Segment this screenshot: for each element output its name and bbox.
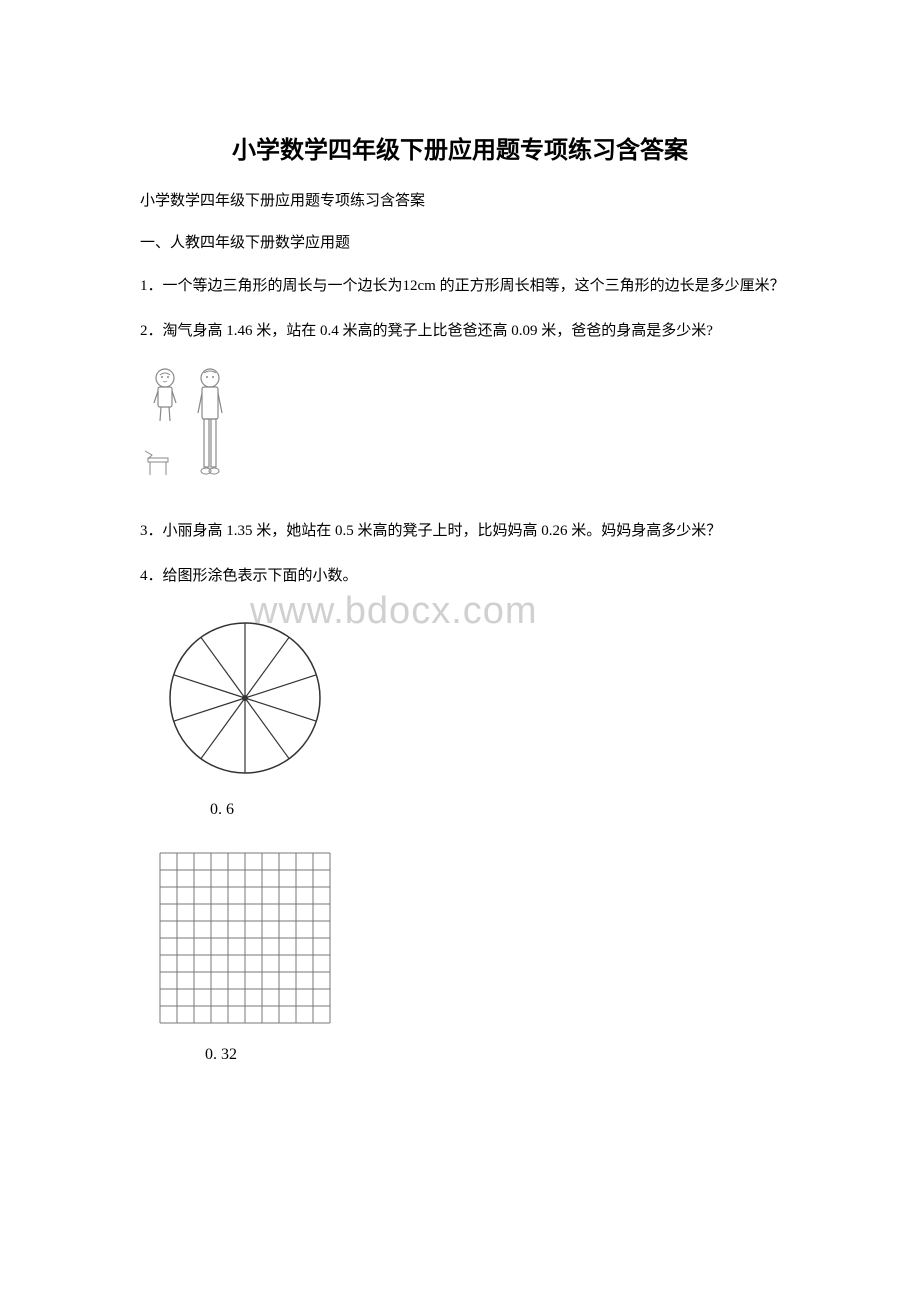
grid-label: 0. 32 bbox=[205, 1046, 810, 1064]
question-4: 4．给图形涂色表示下面的小数。 bbox=[110, 563, 810, 590]
subtitle-text: 小学数学四年级下册应用题专项练习含答案 bbox=[110, 189, 810, 213]
question-3: 3．小丽身高 1.35 米，她站在 0.5 米高的凳子上时，比妈妈高 0.26 … bbox=[110, 518, 810, 545]
page-title: 小学数学四年级下册应用题专项练习含答案 bbox=[110, 130, 810, 165]
grid-diagram bbox=[150, 843, 810, 1038]
circle-diagram bbox=[150, 608, 810, 793]
question-2: 2．淘气身高 1.46 米，站在 0.4 米高的凳子上比爸爸还高 0.09 米，… bbox=[110, 318, 810, 345]
question-2-illustration bbox=[140, 363, 810, 498]
circle-label: 0. 6 bbox=[210, 801, 810, 819]
question-1: 1．一个等边三角形的周长与一个边长为12cm 的正方形周长相等，这个三角形的边长… bbox=[110, 273, 810, 300]
section-header: 一、人教四年级下册数学应用题 bbox=[110, 231, 810, 255]
